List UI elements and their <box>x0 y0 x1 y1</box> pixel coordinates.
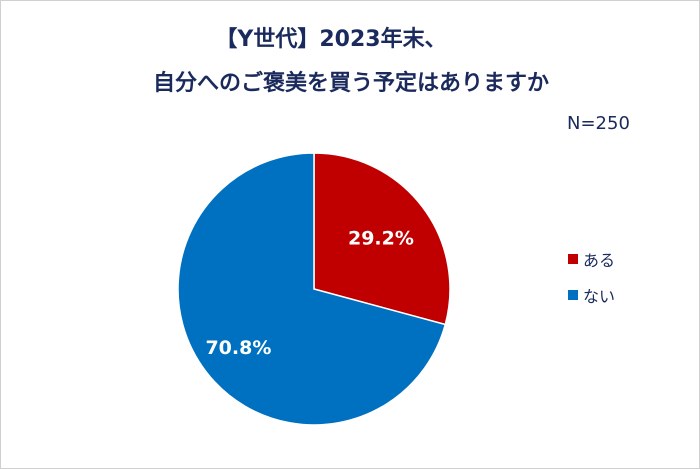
sample-size: N=250 <box>567 113 630 134</box>
legend-swatch <box>568 254 578 264</box>
pie-slice-0 <box>313 152 451 326</box>
data-label-0: 29.2% <box>348 228 414 250</box>
chart-title-line1: 【Y世代】2023年末、 <box>215 27 447 52</box>
chart-title-line2: 自分へのご褒美を買う予定はありますか <box>152 71 549 96</box>
legend-item-nai: ない <box>568 283 615 307</box>
data-label-1: 70.8% <box>205 337 271 359</box>
legend-item-aru: ある <box>568 247 615 271</box>
legend-label: ない <box>583 287 616 306</box>
pie-slice-1 <box>177 152 447 426</box>
legend-swatch <box>568 290 578 300</box>
legend-label: ある <box>583 251 616 270</box>
